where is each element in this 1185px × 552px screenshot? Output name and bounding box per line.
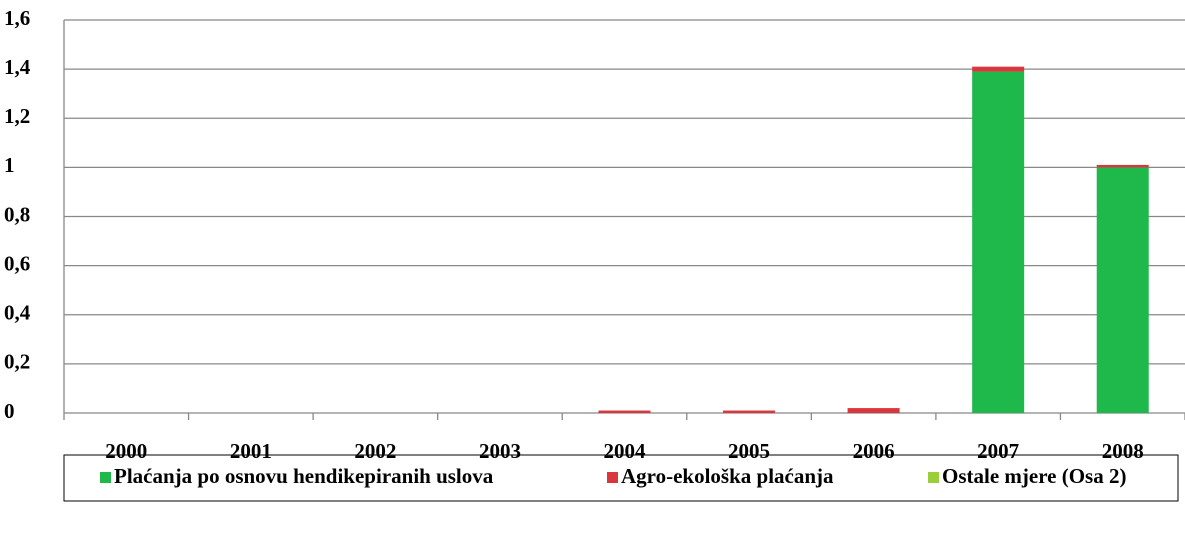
bar [1096, 164, 1149, 168]
legend-label: Ostale mjere (Osa 2) [942, 464, 1126, 488]
y-tick-label: 0,6 [4, 251, 30, 275]
x-tick-label: 2004 [604, 439, 647, 463]
legend-label: Agro-ekološka plaćanja [621, 464, 834, 488]
x-tick-label: 2007 [977, 439, 1019, 463]
legend-box [63, 454, 1179, 502]
y-tick-label: 1,2 [4, 104, 30, 128]
bar [723, 410, 776, 413]
y-tick-label: 0 [4, 399, 15, 423]
y-tick-label: 1,6 [4, 6, 30, 30]
x-tick-label: 2003 [479, 439, 521, 463]
x-tick-label: 2008 [1102, 439, 1144, 463]
legend-swatch [607, 472, 618, 483]
x-tick-label: 2006 [853, 439, 895, 463]
bar [1096, 167, 1149, 413]
x-tick-label: 2001 [230, 439, 272, 463]
y-tick-label: 1 [4, 153, 15, 177]
bar [972, 71, 1025, 414]
y-tick-label: 0,2 [4, 350, 30, 374]
bar [972, 66, 1025, 72]
x-tick-label: 2002 [354, 439, 396, 463]
y-tick-label: 0,8 [4, 202, 30, 226]
legend-swatch [928, 472, 939, 483]
legend-swatch [100, 472, 111, 483]
x-tick-label: 2000 [105, 439, 147, 463]
bar [598, 410, 651, 413]
y-tick-label: 0,4 [4, 301, 31, 325]
legend-label: Plaćanja po osnovu hendikepiranih uslova [114, 464, 494, 488]
bar [847, 408, 900, 413]
x-tick-label: 2005 [728, 439, 770, 463]
y-tick-label: 1,4 [4, 55, 31, 79]
